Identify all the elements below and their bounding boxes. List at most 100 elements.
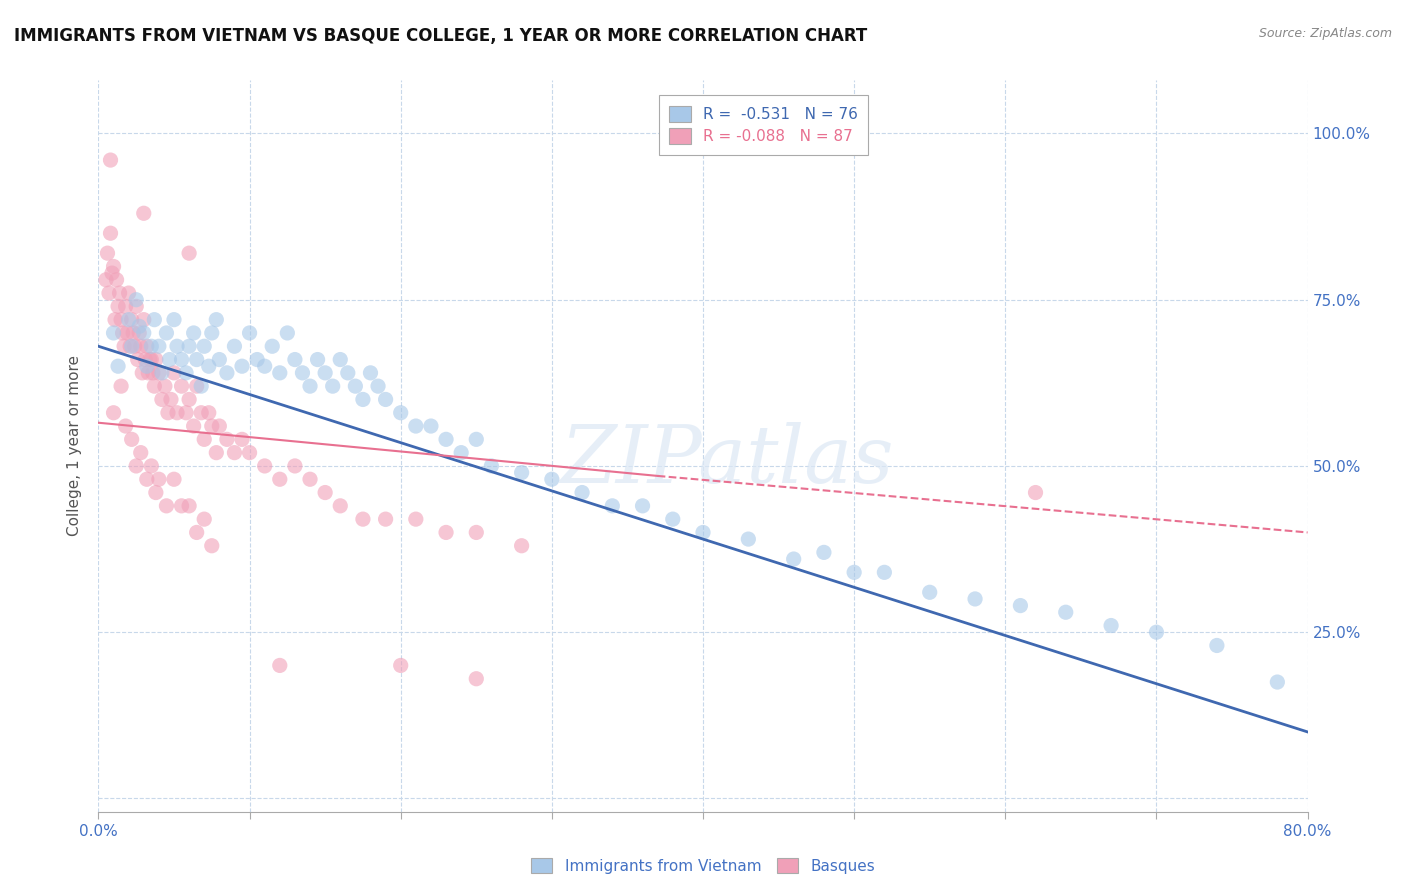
Point — [121, 312, 143, 326]
Point — [873, 566, 896, 580]
Point — [150, 366, 173, 380]
Point — [405, 512, 427, 526]
Point — [284, 352, 307, 367]
Legend: Immigrants from Vietnam, Basques: Immigrants from Vietnam, Basques — [524, 852, 882, 880]
Point — [163, 472, 186, 486]
Point — [374, 512, 396, 526]
Point — [148, 339, 170, 353]
Point — [132, 326, 155, 340]
Point — [190, 379, 212, 393]
Point — [105, 273, 128, 287]
Point — [124, 339, 146, 353]
Point — [186, 352, 208, 367]
Point — [602, 499, 624, 513]
Point — [197, 406, 219, 420]
Point — [155, 326, 177, 340]
Point — [121, 339, 143, 353]
Point — [170, 379, 193, 393]
Point — [120, 339, 142, 353]
Point — [166, 339, 188, 353]
Point — [269, 658, 291, 673]
Point — [163, 366, 186, 380]
Point — [246, 352, 269, 367]
Point — [510, 466, 533, 480]
Point — [129, 339, 152, 353]
Point — [118, 312, 141, 326]
Point — [153, 379, 176, 393]
Point — [141, 339, 163, 353]
Point — [110, 312, 132, 326]
Point — [98, 286, 121, 301]
Point — [540, 472, 562, 486]
Point — [737, 532, 759, 546]
Point — [100, 153, 122, 167]
Point — [134, 352, 156, 367]
Point — [197, 359, 219, 374]
Y-axis label: College, 1 year or more: College, 1 year or more — [67, 356, 83, 536]
Point — [101, 266, 124, 280]
Point — [262, 339, 284, 353]
Point — [135, 359, 157, 374]
Point — [1054, 605, 1077, 619]
Point — [215, 366, 238, 380]
Point — [125, 458, 148, 473]
Point — [145, 485, 167, 500]
Point — [108, 286, 131, 301]
Point — [231, 433, 253, 447]
Point — [125, 299, 148, 313]
Point — [122, 326, 145, 340]
Point — [253, 359, 276, 374]
Point — [201, 419, 224, 434]
Point — [1099, 618, 1122, 632]
Point — [239, 445, 262, 459]
Legend: R =  -0.531   N = 76, R = -0.088   N = 87: R = -0.531 N = 76, R = -0.088 N = 87 — [658, 95, 869, 154]
Point — [186, 525, 208, 540]
Point — [127, 352, 149, 367]
Point — [148, 472, 170, 486]
Point — [183, 326, 205, 340]
Point — [201, 539, 224, 553]
Point — [352, 392, 374, 407]
Point — [156, 406, 179, 420]
Point — [170, 499, 193, 513]
Point — [179, 246, 201, 260]
Point — [112, 339, 135, 353]
Point — [150, 392, 173, 407]
Point — [465, 672, 488, 686]
Point — [450, 445, 472, 459]
Point — [1206, 639, 1229, 653]
Point — [965, 591, 987, 606]
Point — [239, 326, 262, 340]
Point — [360, 366, 382, 380]
Point — [571, 485, 593, 500]
Point — [374, 392, 396, 407]
Point — [389, 406, 412, 420]
Point — [1010, 599, 1032, 613]
Point — [284, 458, 307, 473]
Point — [135, 339, 157, 353]
Point — [174, 366, 197, 380]
Text: IMMIGRANTS FROM VIETNAM VS BASQUE COLLEGE, 1 YEAR OR MORE CORRELATION CHART: IMMIGRANTS FROM VIETNAM VS BASQUE COLLEG… — [14, 27, 868, 45]
Point — [128, 326, 150, 340]
Point — [1024, 485, 1046, 500]
Point — [193, 433, 215, 447]
Point — [143, 379, 166, 393]
Point — [128, 319, 150, 334]
Point — [141, 458, 163, 473]
Point — [131, 366, 153, 380]
Point — [107, 359, 129, 374]
Point — [166, 406, 188, 420]
Point — [434, 433, 457, 447]
Point — [205, 312, 228, 326]
Point — [367, 379, 389, 393]
Point — [631, 499, 654, 513]
Point — [174, 406, 197, 420]
Point — [231, 359, 253, 374]
Point — [352, 512, 374, 526]
Point — [844, 566, 866, 580]
Point — [1144, 625, 1167, 640]
Point — [269, 472, 291, 486]
Point — [224, 445, 246, 459]
Point — [118, 286, 141, 301]
Point — [322, 379, 344, 393]
